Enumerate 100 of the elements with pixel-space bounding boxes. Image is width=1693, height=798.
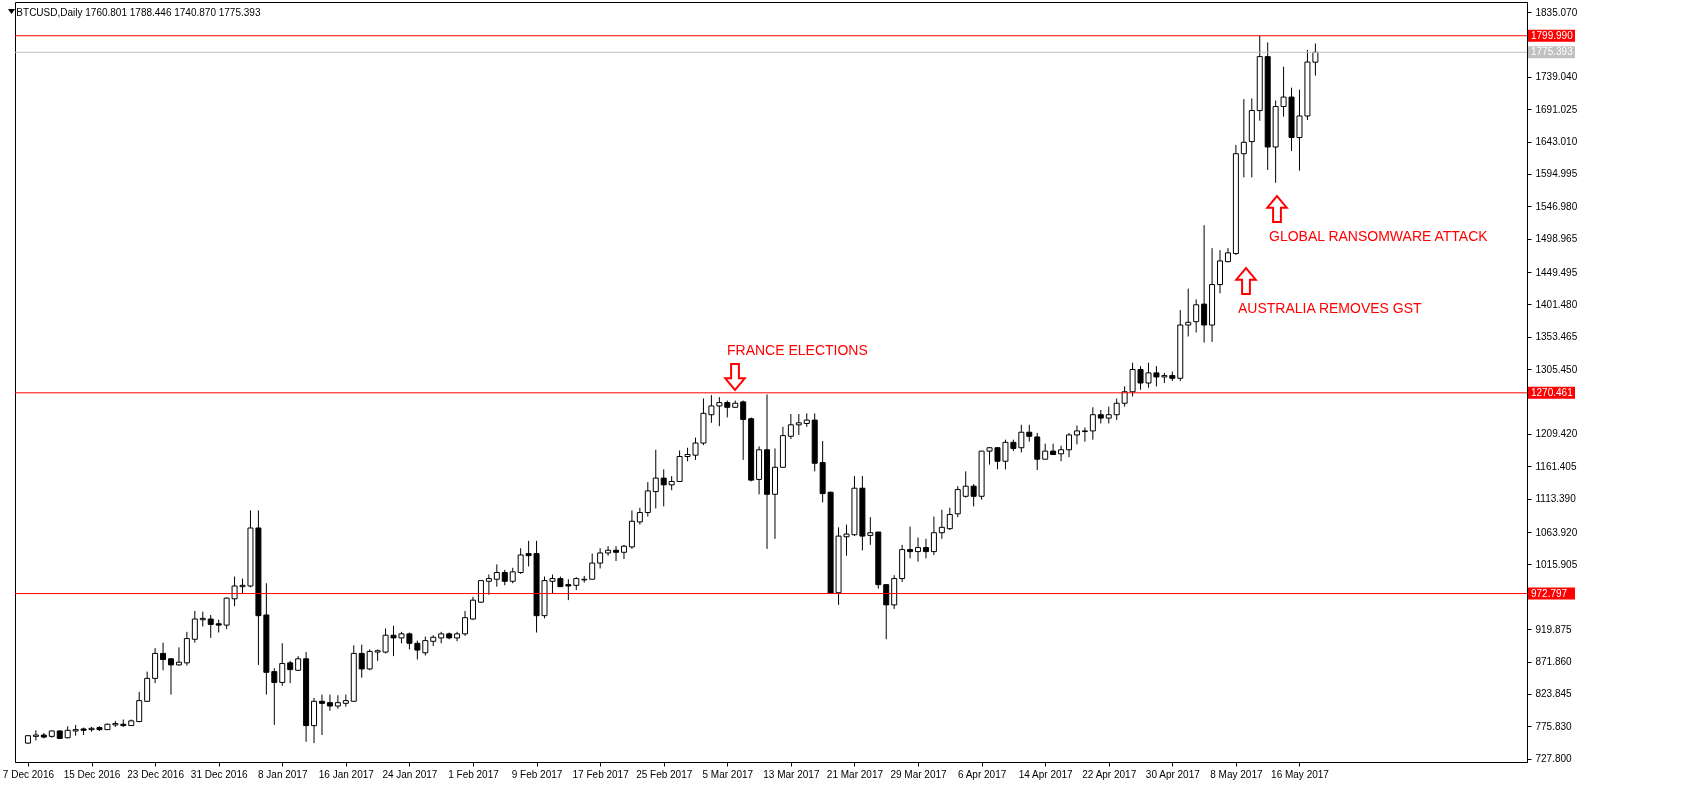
x-tick-label: 25 Feb 2017 <box>636 768 693 780</box>
y-tick-label: 775.830 <box>1535 720 1573 732</box>
candlestick <box>144 671 151 703</box>
y-tick-label: 919.875 <box>1535 623 1573 635</box>
x-tick-label: 1 Feb 2017 <box>448 768 500 780</box>
x-tick-label: 15 Dec 2016 <box>63 768 121 780</box>
candlestick <box>167 657 174 696</box>
candlestick <box>485 574 492 596</box>
ref-line-label: 972.797 <box>1531 587 1568 599</box>
candlestick <box>191 610 198 644</box>
candlestick <box>207 614 214 639</box>
annotation: FRANCE ELECTIONS <box>727 342 868 358</box>
y-tick-label: 1353.465 <box>1535 331 1578 343</box>
y-tick-label: 1643.010 <box>1535 136 1578 148</box>
candlestick <box>740 400 747 461</box>
y-tick-label: 1739.040 <box>1535 71 1578 83</box>
text: BTCUSD,Daily 1760.801 1788.446 1740.870 1775.393 <box>16 7 261 18</box>
y-tick-label: 1546.980 <box>1535 200 1578 212</box>
candlestick <box>1034 432 1041 471</box>
candlestick <box>787 413 794 440</box>
candlestick <box>883 584 890 640</box>
x-tick-label: 9 Feb 2017 <box>511 768 563 780</box>
y-tick-label: 1835.070 <box>1535 6 1578 18</box>
candlestick <box>1193 298 1200 333</box>
annotation: GLOBAL RANSOMWARE ATTACK <box>1269 228 1489 244</box>
x-tick-label: 8 Jan 2017 <box>258 768 308 780</box>
candlestick <box>1240 98 1247 178</box>
x-tick-label: 16 Jan 2017 <box>318 768 375 780</box>
candlestick <box>477 580 484 604</box>
y-tick-label: 823.845 <box>1535 688 1573 700</box>
x-tick-label: 23 Dec 2016 <box>127 768 185 780</box>
candlestick <box>938 509 945 540</box>
candlestick <box>175 646 182 667</box>
ref-line-label: 1775.393 <box>1531 46 1574 58</box>
x-tick-label: 24 Jan 2017 <box>382 768 438 780</box>
candlestick <box>620 544 627 560</box>
x-tick-label: 16 May 2017 <box>1271 768 1330 780</box>
y-tick-label: 1209.420 <box>1535 428 1578 440</box>
candlestick <box>1201 224 1208 344</box>
y-tick-label: 1691.025 <box>1535 103 1578 115</box>
candlestick <box>32 729 39 741</box>
candlestick <box>1185 288 1192 337</box>
candlestick <box>652 449 659 509</box>
candlestick <box>1081 427 1088 443</box>
y-tick-label: 727.800 <box>1535 753 1573 765</box>
x-tick-label: 17 Feb 2017 <box>572 768 630 780</box>
candlestick <box>644 481 651 518</box>
candlestick <box>326 694 333 712</box>
candlestick <box>962 470 969 499</box>
candlestick <box>1050 443 1057 456</box>
candlestick <box>930 516 937 556</box>
candlestick <box>358 644 365 679</box>
candlestick <box>597 547 604 569</box>
candlestick <box>613 545 620 562</box>
candlestick <box>1089 406 1096 441</box>
x-tick-label: 6 Apr 2017 <box>957 768 1007 780</box>
candlestick <box>946 507 953 531</box>
candlestick <box>605 545 612 557</box>
x-tick-label: 31 Dec 2016 <box>190 768 248 780</box>
candlestick <box>493 563 500 588</box>
y-tick-label: 1498.965 <box>1535 233 1578 245</box>
x-tick-label: 13 Mar 2017 <box>763 768 820 780</box>
y-tick-label: 1594.995 <box>1535 168 1578 180</box>
y-tick-label: 1305.450 <box>1535 363 1578 375</box>
candlestick <box>795 413 802 436</box>
candlestick <box>279 642 286 687</box>
annotation: AUSTRALIA REMOVES GST <box>1238 300 1423 316</box>
candlestick <box>287 660 294 684</box>
candlestick <box>1066 432 1073 458</box>
y-tick-label: 1401.480 <box>1535 298 1578 310</box>
y-tick-label: 1015.905 <box>1535 558 1578 570</box>
y-tick-label: 1113.390 <box>1535 493 1577 505</box>
y-tick-label: 871.860 <box>1535 656 1573 668</box>
candlestick <box>907 526 914 559</box>
candlestick <box>922 538 929 559</box>
x-tick-label: 8 May 2017 <box>1210 768 1263 780</box>
candlestick <box>160 642 167 671</box>
x-tick-label: 30 Apr 2017 <box>1145 768 1201 780</box>
candlestick <box>1073 425 1080 445</box>
ref-line-label: 1799.990 <box>1531 29 1574 41</box>
candlestick <box>334 694 341 710</box>
candlestick <box>1058 445 1065 462</box>
x-tick-label: 14 Apr 2017 <box>1018 768 1074 780</box>
y-tick-label: 1161.405 <box>1535 460 1577 472</box>
x-tick-label: 29 Mar 2017 <box>890 768 948 780</box>
ref-line-label: 1270.461 <box>1531 386 1574 398</box>
x-tick-label: 21 Mar 2017 <box>826 768 884 780</box>
candlestick <box>1217 249 1224 294</box>
candlestick <box>462 610 469 637</box>
candlestick <box>589 553 596 580</box>
y-tick-label: 1449.495 <box>1535 266 1578 278</box>
candlestick <box>136 691 143 723</box>
x-tick-label: 7 Dec 2016 <box>2 768 55 780</box>
candlestick <box>660 468 667 507</box>
x-tick-label: 22 Apr 2017 <box>1082 768 1137 780</box>
candlestick <box>915 536 922 563</box>
x-tick-label: 5 Mar 2017 <box>702 768 754 780</box>
candlestick <box>318 694 325 736</box>
y-tick-label: 1063.920 <box>1535 526 1578 538</box>
candlestick <box>469 596 476 621</box>
